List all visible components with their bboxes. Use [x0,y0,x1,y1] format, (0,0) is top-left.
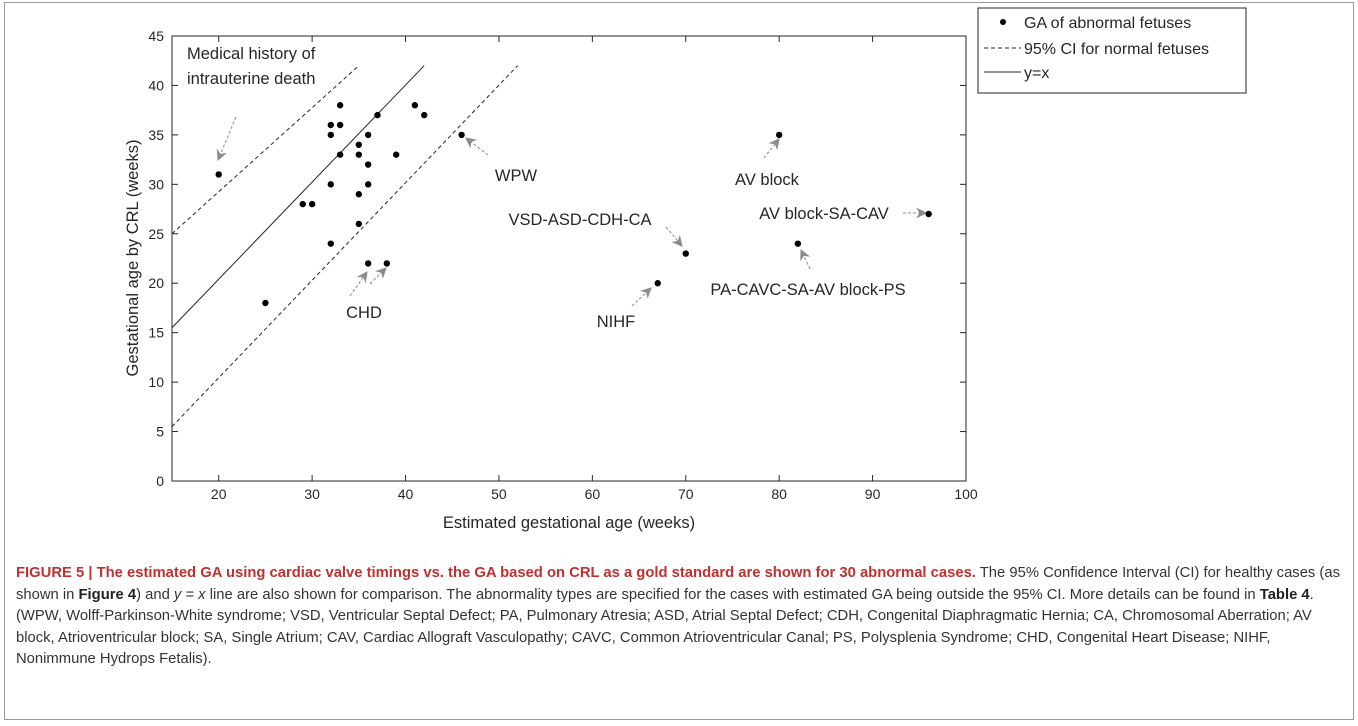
annotation-label-6: AV block-SA-CAV [759,205,889,223]
caption-text-4: . (WPW, Wolff-Parkinson-White syndrome; … [16,586,1314,668]
data-point-5 [327,131,334,139]
annotation-label-3: VSD-ASD-CDH-CA [508,211,651,229]
x-tick-label-20: 20 [211,486,227,502]
data-point-23 [421,111,428,119]
annotation-arrow-0 [216,116,237,162]
y-tick-label-5: 5 [156,424,164,440]
annotation-label-7: PA-CAVC-SA-AV block-PS [710,281,905,299]
data-point-18 [364,260,372,267]
data-point-3 [308,200,316,208]
data-point-13 [355,191,363,198]
ci-lower-line [171,65,518,427]
annotation-arrow-4 [631,287,652,307]
data-point-2 [299,200,306,208]
caption-text-3: line are also shown for comparison. The … [205,586,1260,603]
x-tick-label-60: 60 [585,486,601,502]
caption-equation: y = x [173,586,206,603]
y-tick-label-0: 0 [156,473,164,489]
annotation-label-5: AV block [735,171,800,189]
data-point-17 [364,181,372,188]
y-axis-label: Gestational age by CRL (weeks) [124,140,142,377]
annotation-arrow-7 [800,249,811,270]
legend-box [977,7,1247,94]
data-point-27 [775,131,783,139]
data-point-10 [336,151,344,158]
x-tick-label-30: 30 [304,486,320,502]
data-point-24 [458,131,465,139]
legend-marker-icon [1000,19,1006,25]
data-point-12 [355,151,363,158]
y-tick-label-35: 35 [148,127,164,143]
caption-title: FIGURE 5 | The estimated GA using cardia… [16,565,976,581]
y-tick-label-25: 25 [148,226,164,242]
annotation-label-0-line-1: intrauterine death [187,70,315,88]
legend-label-abnormal: GA of abnormal fetuses [1024,15,1191,32]
data-point-4 [327,121,334,129]
figure-frame [4,2,1354,720]
data-point-22 [411,102,419,109]
caption-text-2: ) and [136,586,174,603]
y-tick-label-15: 15 [148,325,164,341]
legend-label-ci: 95% CI for normal fetuses [1024,41,1209,58]
y-tick-label-40: 40 [148,77,164,93]
caption-text-1: The 95% Confidence Interval (CI) for hea… [16,565,1340,603]
data-point-29 [925,210,932,218]
data-point-26 [682,250,689,257]
data-point-28 [794,240,802,247]
legend: GA of abnormal fetuses 95% CI for normal… [977,7,1247,94]
data-point-8 [336,102,344,109]
x-tick-label-40: 40 [398,486,414,502]
x-axis-label: Estimated gestational age (weeks) [443,514,695,532]
annotation-label-0-line-0: Medical history of [187,45,316,63]
data-point-21 [392,151,400,158]
plot-area [171,35,967,482]
y-tick-label-45: 45 [148,28,164,44]
caption-figure-ref: Figure 4 [78,586,137,603]
x-tick-label-70: 70 [678,486,694,502]
scatter-chart: 20 30 40 50 60 70 80 90 100 0 5 10 15 20 25 30 35 40 45 Me… [124,7,1247,532]
data-point-1 [262,299,269,307]
data-point-16 [364,161,372,168]
annotation-arrow-1-b [369,267,387,285]
data-point-11 [355,141,363,148]
annotation-label-2: WPW [495,167,538,185]
yx-line [171,65,425,329]
data-point-6 [327,181,334,188]
y-tick-label-20: 20 [148,275,164,291]
x-tick-label-80: 80 [771,486,787,502]
annotation-label-1: CHD [346,304,382,322]
figure-caption: FIGURE 5 | The estimated GA using cardia… [16,563,1342,671]
data-point-7 [327,240,334,247]
x-tick-label-90: 90 [865,486,881,502]
caption-table-ref: Table 4 [1259,586,1310,603]
data-point-20 [383,260,391,267]
annotation-label-4: NIHF [597,313,636,331]
annotation-arrow-3 [665,226,683,247]
data-point-9 [336,121,344,129]
legend-label-yx: y=x [1024,65,1049,82]
data-point-25 [654,280,661,287]
data-point-14 [355,220,363,228]
y-tick-label-30: 30 [148,176,164,192]
x-tick-label-100: 100 [954,486,978,502]
data-point-19 [374,111,381,119]
x-tick-label-50: 50 [491,486,507,502]
annotation-arrow-5 [763,138,780,159]
data-point-0 [215,171,222,178]
y-tick-label-10: 10 [148,374,164,390]
data-point-15 [364,131,372,139]
